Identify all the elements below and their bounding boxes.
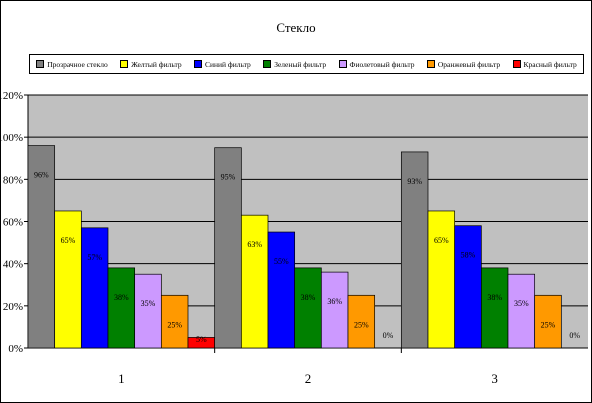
- data-label: 63%: [247, 240, 262, 249]
- legend-item: Красный фильтр: [512, 59, 577, 69]
- x-tick-label: 1: [118, 371, 125, 386]
- data-label: 58%: [461, 251, 476, 260]
- legend-swatch: [338, 60, 347, 68]
- data-label: 95%: [221, 173, 236, 182]
- bar: [347, 294, 376, 349]
- bar: [80, 227, 109, 349]
- bar: [134, 273, 162, 349]
- legend-label: Зеленый фильтр: [274, 59, 327, 69]
- legend-item: Синий фильтр: [194, 60, 251, 69]
- legend-item: Фиолетовый фильтр: [338, 59, 415, 69]
- legend-label: Красный фильтр: [523, 59, 577, 69]
- bar: [54, 210, 82, 349]
- data-label: 65%: [61, 236, 76, 245]
- bar: [507, 273, 536, 349]
- chart-legend: Прозрачное стекло Желтый фильтр Синий филь…: [29, 54, 584, 74]
- data-label: 0%: [383, 331, 394, 340]
- data-label: 38%: [301, 293, 316, 302]
- bar: [267, 231, 296, 349]
- data-label: 38%: [487, 293, 502, 302]
- y-tick-label: 100%: [0, 132, 23, 144]
- data-label: 25%: [541, 320, 556, 329]
- legend-swatch: [512, 60, 521, 68]
- legend-item: Зеленый фильтр: [263, 60, 326, 69]
- bar: [214, 147, 242, 349]
- bar: [480, 267, 509, 349]
- y-tick-label: 120%: [0, 90, 23, 102]
- legend-swatch: [194, 60, 202, 68]
- legend-item: Прозрачное стекло: [36, 60, 108, 69]
- data-label: 25%: [354, 320, 369, 329]
- y-tick-label: 80%: [3, 174, 23, 186]
- bar: [454, 225, 482, 349]
- legend-label: Желтый фильтр: [131, 59, 182, 69]
- data-label: 55%: [274, 257, 289, 266]
- legend-swatch: [36, 60, 45, 68]
- data-label: 35%: [514, 299, 529, 308]
- legend-swatch: [120, 60, 129, 68]
- bar: [27, 145, 56, 349]
- y-tick-label: 0%: [8, 343, 23, 355]
- x-tick-label: 3: [491, 371, 498, 386]
- data-label: 35%: [141, 299, 156, 308]
- legend-label: Фиолетовый фильтр: [349, 59, 415, 69]
- legend-label: Синий фильтр: [205, 59, 251, 69]
- data-label: 96%: [34, 171, 49, 180]
- chart-title: Стекло: [276, 20, 316, 35]
- y-tick-label: 20%: [3, 301, 23, 313]
- legend-swatch: [426, 60, 435, 68]
- y-tick-label: 60%: [3, 217, 23, 229]
- legend-label: Прозрачное стекло: [47, 59, 108, 69]
- bar: [320, 271, 349, 349]
- legend-swatch: [263, 60, 272, 68]
- data-label: 57%: [87, 253, 102, 262]
- bar: [107, 267, 136, 349]
- legend-item: Оранжевый фильтр: [426, 59, 501, 69]
- data-label: 38%: [114, 293, 129, 302]
- legend-label: Оранжевый фильтр: [437, 59, 501, 69]
- bar: [534, 294, 562, 349]
- y-tick-label: 40%: [3, 259, 23, 271]
- legend-item: Желтый фильтр: [120, 60, 182, 69]
- data-label: 5%: [196, 335, 207, 344]
- data-label: 25%: [167, 320, 182, 329]
- bar: [427, 210, 456, 349]
- bar: [294, 267, 322, 349]
- data-label: 36%: [327, 297, 342, 306]
- data-label: 93%: [407, 177, 422, 186]
- data-label: 65%: [434, 236, 449, 245]
- data-label: 0%: [569, 331, 580, 340]
- bar: [160, 294, 189, 349]
- bar: [240, 214, 269, 349]
- bar: [400, 151, 429, 349]
- x-tick-label: 2: [305, 371, 312, 386]
